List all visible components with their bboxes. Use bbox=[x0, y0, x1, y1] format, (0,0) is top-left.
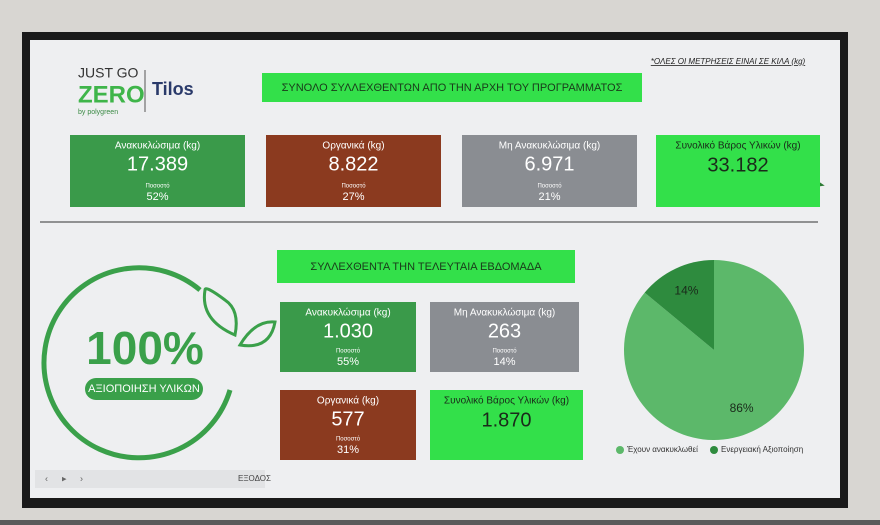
banner bbox=[277, 250, 575, 283]
share-label: Ποσοστό bbox=[145, 183, 170, 190]
card-value: 577 bbox=[331, 408, 364, 430]
card-bg bbox=[430, 390, 583, 460]
card-bg bbox=[462, 135, 637, 207]
share-value: 52% bbox=[146, 191, 168, 203]
card-value: 17.389 bbox=[127, 153, 188, 175]
banner bbox=[262, 73, 642, 102]
share-value: 31% bbox=[337, 444, 359, 456]
card-label: Συνολικό Βάρος Υλικών (kg) bbox=[675, 140, 800, 152]
card-bg bbox=[280, 390, 416, 460]
card-label: Οργανικά (kg) bbox=[322, 140, 384, 152]
leaf bbox=[202, 287, 238, 338]
slice-label: 14% bbox=[674, 284, 698, 298]
pie-slice bbox=[644, 260, 714, 350]
legend-label: Ενεργειακή Αξιοποίηση bbox=[721, 445, 803, 454]
legend-swatch bbox=[616, 446, 624, 454]
share-label: Ποσοστό bbox=[336, 348, 361, 355]
card-bg bbox=[280, 302, 416, 372]
card-label: Μη Ανακυκλώσιμα (kg) bbox=[454, 307, 555, 319]
prev-button[interactable]: ‹ bbox=[45, 473, 48, 483]
badge-value: 100% bbox=[86, 322, 204, 374]
card-bg bbox=[70, 135, 245, 207]
card-value: 8.822 bbox=[328, 153, 378, 175]
badge bbox=[41, 265, 277, 461]
badge-label: ΑΞΙΟΠΟΙΗΣΗ ΥΛΙΚΩΝ bbox=[88, 383, 200, 395]
banner-text: ΣΥΛΛΕΧΘΕΝΤΑ ΤΗΝ ΤΕΛΕΥΤΑΙΑ ΕΒΔΟΜΑΔΑ bbox=[310, 261, 542, 273]
logo-text: ZERO bbox=[78, 81, 145, 108]
card-value: 33.182 bbox=[707, 154, 768, 176]
logo-text: Tilos bbox=[152, 79, 194, 99]
card-label: Συνολικό Βάρος Υλικών (kg) bbox=[444, 395, 569, 407]
card: Συνολικό Βάρος Υλικών (kg) 1.870 bbox=[430, 390, 583, 460]
legend-swatch bbox=[710, 446, 718, 454]
next-button[interactable]: › bbox=[80, 473, 83, 483]
card-value: 1.030 bbox=[323, 320, 373, 342]
card-label: Οργανικά (kg) bbox=[317, 395, 379, 407]
card-bg bbox=[656, 135, 820, 207]
card: Συνολικό Βάρος Υλικών (kg) 33.182 bbox=[656, 135, 820, 207]
note: *ΟΛΕΣ ΟΙ ΜΕΤΡΗΣΕΙΣ ΕΙΝΑΙ ΣΕ ΚΙΛΑ (kg) bbox=[651, 57, 806, 66]
card-label: Ανακυκλώσιμα (kg) bbox=[305, 307, 390, 319]
logo: JUST GO ZERO by polygreen Tilos bbox=[78, 65, 194, 116]
share-value: 14% bbox=[493, 356, 515, 368]
legend-label: Έχουν ανακυκλωθεί bbox=[626, 445, 698, 454]
card-value: 263 bbox=[488, 320, 521, 342]
share-value: 27% bbox=[342, 191, 364, 203]
share-value: 21% bbox=[538, 191, 560, 203]
toolbar[interactable] bbox=[35, 470, 265, 488]
share-label: Ποσοστό bbox=[336, 436, 361, 443]
badge-pill bbox=[85, 378, 203, 400]
card-value: 1.870 bbox=[481, 409, 531, 431]
banner-text: ΣΥΝΟΛΟ ΣΥΛΛΕΧΘΕΝΤΩΝ ΑΠΟ ΤΗΝ ΑΡΧΗ ΤΟΥ ΠΡΟ… bbox=[282, 82, 623, 94]
card-bg bbox=[266, 135, 441, 207]
badge-ring bbox=[41, 265, 233, 461]
logo-text: by polygreen bbox=[78, 109, 118, 116]
slice-label: 86% bbox=[730, 401, 754, 415]
card-label: Ανακυκλώσιμα (kg) bbox=[115, 140, 200, 152]
card-label: Μη Ανακυκλώσιμα (kg) bbox=[499, 140, 600, 152]
play-button[interactable]: ▸ bbox=[62, 473, 67, 483]
share-value: 55% bbox=[337, 356, 359, 368]
share-label: Ποσοστό bbox=[537, 183, 562, 190]
share-label: Ποσοστό bbox=[341, 183, 366, 190]
exit-button[interactable]: ΕΞΟΔΟΣ bbox=[238, 474, 271, 483]
card-bg bbox=[430, 302, 579, 372]
card-value: 6.971 bbox=[524, 153, 574, 175]
leaf bbox=[237, 320, 277, 348]
share-label: Ποσοστό bbox=[492, 348, 517, 355]
pie-slice bbox=[623, 260, 804, 441]
logo-text: JUST GO bbox=[78, 65, 139, 81]
